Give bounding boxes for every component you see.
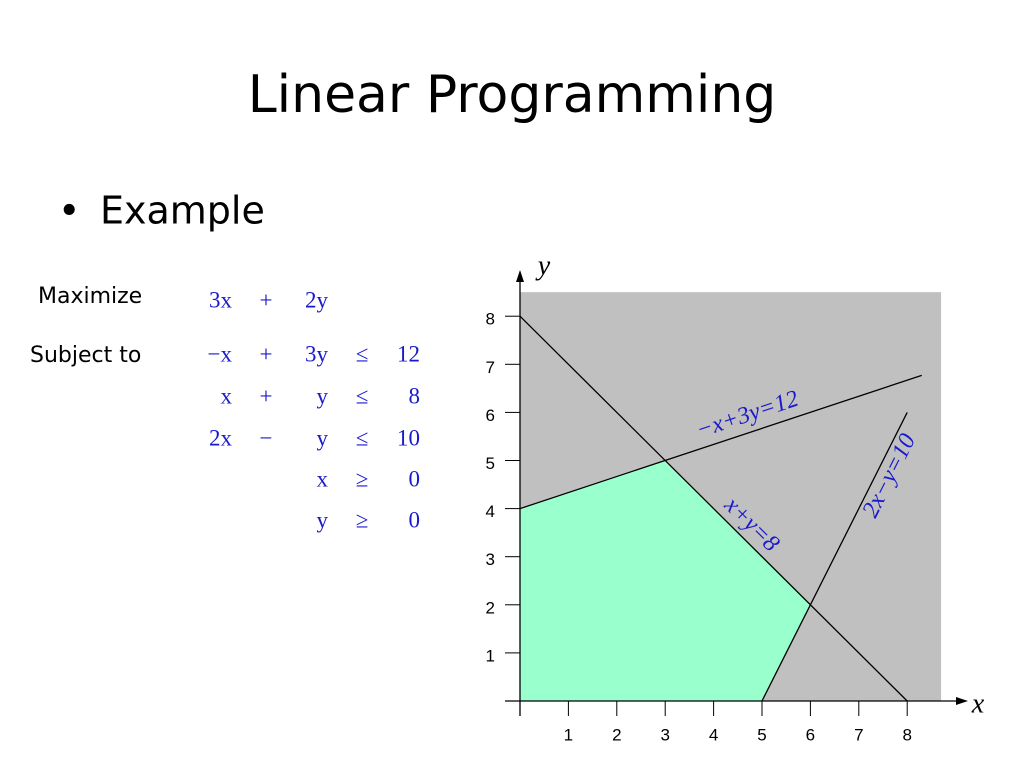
equation-term: x (317, 466, 329, 491)
y-tick-label: 4 (486, 502, 495, 521)
y-tick-label: 5 (486, 454, 495, 473)
x-tick-label: 7 (854, 725, 863, 744)
x-tick-label: 8 (902, 725, 911, 744)
slide-title: Linear Programming (248, 65, 777, 125)
rhs: 12 (397, 341, 420, 366)
equation-term: y (317, 507, 329, 532)
rhs: 10 (397, 425, 420, 450)
rhs: 0 (409, 507, 421, 532)
equation-term: + (260, 341, 273, 366)
equation-term: 2y (305, 287, 329, 312)
relation: ≤ (356, 425, 369, 450)
x-axis-arrow (956, 697, 968, 705)
equation-term: −x (208, 341, 233, 366)
equation-term: 2x (209, 425, 233, 450)
x-tick-label: 5 (757, 725, 766, 744)
equation-term: x (221, 383, 233, 408)
y-axis-label: y (535, 250, 551, 281)
y-tick-label: 1 (486, 646, 495, 665)
relation: ≤ (356, 383, 369, 408)
x-tick-label: 1 (564, 725, 573, 744)
x-tick-label: 2 (612, 725, 621, 744)
equation-term: + (260, 383, 273, 408)
y-tick-label: 6 (486, 406, 495, 425)
equations: 3x +2y −x +3y ≤12 x + y ≤8 2x − y ≤10 x ≥0 y ≥0 (208, 287, 420, 532)
objective-label: Maximize (38, 284, 142, 309)
constraint-line (761, 412, 908, 702)
x-axis-label: x (971, 688, 985, 719)
rhs: 0 (409, 466, 421, 491)
x-tick-label: 6 (806, 725, 815, 744)
equation-term: − (260, 425, 273, 450)
equation-term: y (317, 425, 329, 450)
y-axis-arrow (516, 270, 524, 282)
bullet-text: Example (100, 189, 265, 233)
relation: ≥ (356, 466, 369, 491)
y-tick-label: 8 (486, 310, 495, 329)
equation-term: y (317, 383, 329, 408)
relation: ≤ (356, 341, 369, 366)
rhs: 8 (409, 383, 421, 408)
y-tick-label: 7 (486, 358, 495, 377)
equation-term: + (260, 287, 273, 312)
feasible-region (520, 460, 811, 701)
y-tick-label: 2 (486, 598, 495, 617)
relation: ≥ (356, 507, 369, 532)
equation-term: 3y (305, 341, 329, 366)
equation-term: 3x (209, 287, 233, 312)
bullet-dot: • (58, 189, 80, 233)
y-tick-label: 3 (486, 550, 495, 569)
x-tick-label: 3 (660, 725, 669, 744)
x-tick-label: 4 (709, 725, 718, 744)
constraint-line (519, 315, 908, 702)
constraint-line (519, 374, 922, 510)
constraints-label: Subject to (30, 343, 141, 368)
